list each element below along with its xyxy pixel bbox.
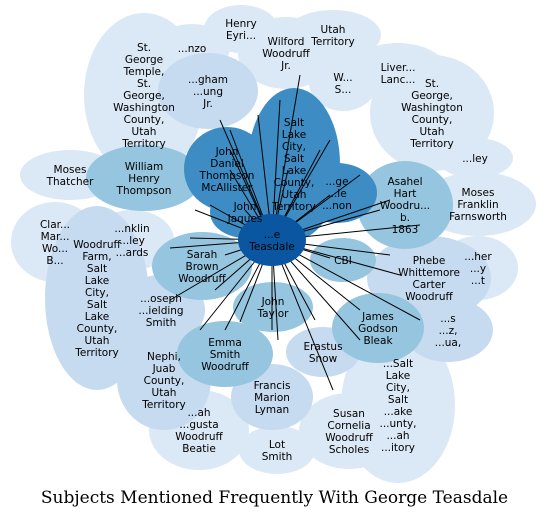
- label-utah-territory: Utah Territory: [310, 24, 355, 48]
- label-phebe-whittemore-carter: Phebe Whittemore Carter Woodruff: [398, 255, 460, 303]
- label-nephi-juab: Nephi, Juab County, Utah Territory: [141, 351, 186, 411]
- bubble-woodruff-farm[interactable]: [45, 206, 149, 390]
- label-center: ...e Teasdale: [248, 229, 294, 253]
- label-henry-eyring: Henry Eyri...: [225, 18, 257, 42]
- bubble-susan-cornelia-woodruff-scholes[interactable]: [299, 393, 399, 469]
- bubble-st-george-temple[interactable]: [84, 13, 204, 177]
- label-clara-martisha-woodruff: Clar... Mar... Wo... B...: [40, 219, 70, 267]
- label-salt-lake-city: Salt Lake City, Salt Lake County, Utah Territor…: [271, 117, 316, 213]
- label-erastus-snow: Erastus Snow: [303, 341, 342, 365]
- bubbles: [11, 5, 536, 483]
- bubble-cbi[interactable]: [310, 238, 376, 282]
- label-george-q-cannon: ...ge ...le ...non: [322, 176, 352, 212]
- connector-susan-cornelia-woodruff-scholes: [271, 239, 334, 391]
- bubble-emma-smith-woodruff[interactable]: [177, 321, 273, 387]
- label-brigham-young-jr: ...gham ...ung Jr.: [188, 74, 228, 110]
- bubble-lot-smith[interactable]: [239, 426, 315, 474]
- bubble-james-godson-bleak[interactable]: [332, 293, 424, 363]
- label-asahel-hart-woodruff: Asahel Hart Woodru... b. 1863: [380, 176, 430, 236]
- bubble-asahel-hart-woodruff[interactable]: [357, 161, 453, 249]
- chart-title: Subjects Mentioned Frequently With Georg…: [40, 488, 509, 508]
- label-franklin-richards: ...nklin ...ley ...ards: [114, 223, 149, 259]
- label-lot-smith: Lot Smith: [262, 439, 293, 463]
- label-emma-smith-woodruff: Emma Smith Woodruff: [201, 337, 249, 373]
- label-james-godson-bleak: James Godson Bleak: [358, 311, 398, 347]
- label-st-george-temple: St. George Temple, St. George, Washington Coun…: [113, 42, 175, 150]
- label-william-henry-thompson: William Henry Thompson: [116, 161, 172, 197]
- bubble-labels: Utah Territory Henry Eyri... Wilford Woodruff…: [40, 18, 507, 463]
- label-sarah-augusta-woodruff-beatie: ...ah ...gusta Woodruff Beatie: [175, 407, 223, 455]
- bubble-chart: Utah Territory Henry Eyri... Wilford Woodruff…: [11, 5, 536, 483]
- label-susan-cornelia-woodruff-scholes: Susan Cornelia Woodruff Scholes: [325, 408, 373, 456]
- bubble-william-henry-thompson[interactable]: [86, 145, 202, 211]
- bubble-george-q-cannon[interactable]: [297, 163, 377, 223]
- label-francis-marion-lyman: Francis Marion Lyman: [254, 380, 291, 416]
- label-liverpool-lancashire: Liver... Lanc...: [381, 62, 416, 86]
- label-st-george-washington: St. George, Washington County, Utah Territory: [401, 78, 463, 150]
- label-john-taylor: John Taylor: [257, 296, 290, 320]
- bubble-w-s[interactable]: [309, 55, 377, 111]
- label-w-s: W... S...: [333, 72, 352, 96]
- label-mesa-arizona: ...s ...z, ...ua,: [435, 313, 461, 349]
- label-john-jaques: John Jaques: [227, 201, 263, 225]
- label-joseph-fielding-smith: ...oseph ...ielding Smith: [138, 293, 183, 329]
- label-salt-lake-city-2: ...Salt Lake City, Salt ...ake ...unty, ...ah.…: [380, 358, 417, 454]
- label-lorenzo: ...nzo: [178, 43, 207, 55]
- label-moses-franklin-farnsworth: Moses Franklin Farnsworth: [449, 187, 507, 223]
- bubble-wilford-woodruff-jr[interactable]: [238, 17, 334, 89]
- bubble-mesa-arizona[interactable]: [403, 298, 493, 362]
- label-sarah-brown-woodruff: Sarah Brown Woodruff: [178, 249, 226, 285]
- label-ley: ...ley: [462, 153, 488, 165]
- connector-utah-territory: [271, 74, 301, 241]
- bubble-john-taylor[interactable]: [233, 282, 313, 332]
- label-mother: ...her ...y ...t: [464, 251, 492, 287]
- bubble-brigham-young-jr[interactable]: [158, 53, 258, 129]
- label-moses-thatcher: Moses Thatcher: [46, 164, 95, 188]
- label-john-daniel-thompson-mcallister: John Daniel Thompson McAllister: [199, 146, 255, 194]
- label-cbi: CBI: [334, 255, 352, 267]
- label-wilford-woodruff-jr: Wilford Woodruff Jr.: [262, 36, 310, 72]
- label-woodruff-farm: Woodruff Farm, Salt Lake City, Salt Lake County…: [73, 239, 121, 359]
- bubble-sarah-brown-woodruff[interactable]: [152, 232, 252, 300]
- bubble-ley[interactable]: [437, 138, 513, 178]
- bubble-center[interactable]: [238, 214, 306, 266]
